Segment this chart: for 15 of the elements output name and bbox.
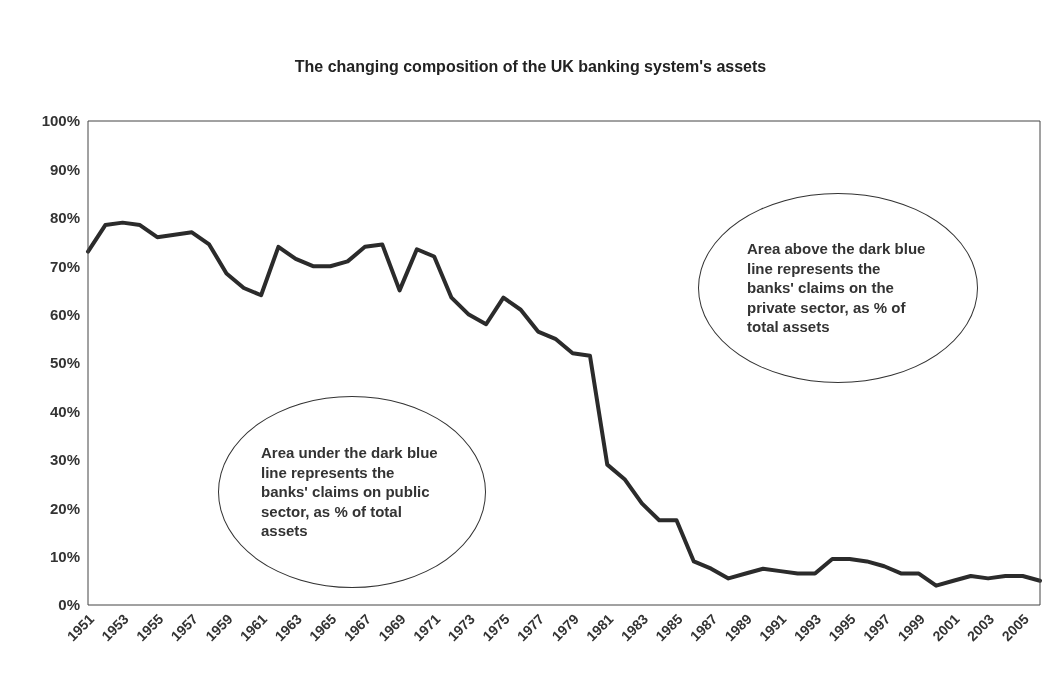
y-tick-label: 50%	[49, 354, 80, 372]
y-tick-label: 80%	[49, 209, 80, 227]
y-tick-label: 0%	[58, 596, 80, 614]
y-tick-label: 40%	[49, 402, 80, 420]
y-tick-label: 10%	[49, 547, 80, 565]
y-tick-label: 60%	[49, 305, 80, 323]
y-tick-label: 70%	[49, 257, 80, 275]
chart-title: The changing composition of the UK banking system's assets	[293, 58, 768, 76]
y-tick-label: 90%	[49, 160, 80, 178]
y-tick-label: 30%	[49, 451, 80, 469]
line-series	[86, 220, 1042, 588]
y-tick-label: 20%	[49, 499, 80, 517]
y-tick-label: 100%	[41, 112, 80, 130]
annotation: Area under the dark blue line represents the banks' claims on public sector, as % of total assets	[261, 443, 439, 541]
annotation: Area above the dark blue line represents the banks' claims on the private sector, as % of total assets	[747, 239, 927, 337]
